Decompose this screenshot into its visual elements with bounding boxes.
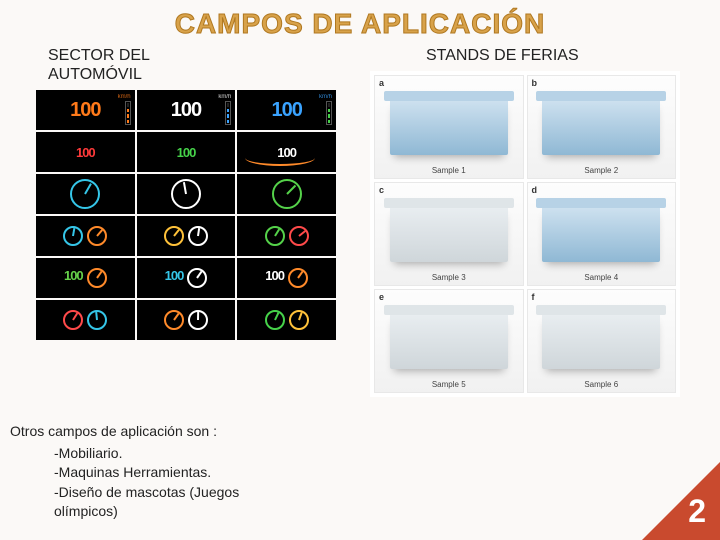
dashboard-cell: 1004 bbox=[36, 132, 135, 172]
dashboard-cell: 100km/h1 bbox=[36, 90, 135, 130]
right-column: STANDS DE FERIAS aSample 1bSample 2cSamp… bbox=[366, 40, 712, 397]
dashboard-cell: 18 bbox=[237, 300, 336, 340]
dashboard-cell: 10 bbox=[36, 216, 135, 256]
notes-block: Otros campos de aplicación son : -Mobili… bbox=[10, 422, 239, 522]
right-heading: STANDS DE FERIAS bbox=[426, 46, 712, 65]
dashboard-cell: 11 bbox=[137, 216, 236, 256]
dashboard-cell: 17 bbox=[137, 300, 236, 340]
dashboard-cell: 16 bbox=[36, 300, 135, 340]
dashboard-grid: 100km/h1100km/h2100km/h31004100510067891… bbox=[36, 90, 336, 340]
notes-intro: Otros campos de aplicación son : bbox=[10, 422, 239, 442]
page-title: CAMPOS DE APLICACIÓN bbox=[0, 0, 720, 40]
dashboard-cell: 10014 bbox=[137, 258, 236, 298]
left-heading-l1: SECTOR DEL bbox=[48, 47, 150, 64]
page-number: 2 bbox=[688, 493, 706, 530]
left-heading: SECTOR DEL AUTOMÓVIL bbox=[48, 46, 354, 84]
columns: SECTOR DEL AUTOMÓVIL 100km/h1100km/h2100… bbox=[0, 40, 720, 397]
notes-item: -Mobiliario. bbox=[54, 444, 239, 464]
stand-cell: dSample 4 bbox=[527, 182, 677, 286]
stand-cell: eSample 5 bbox=[374, 289, 524, 393]
notes-item: -Diseño de mascotas (Juegos bbox=[54, 483, 239, 503]
dashboard-cell: 10013 bbox=[36, 258, 135, 298]
left-column: SECTOR DEL AUTOMÓVIL 100km/h1100km/h2100… bbox=[8, 40, 354, 397]
notes-item: olímpicos) bbox=[54, 502, 239, 522]
dashboard-cell: 1005 bbox=[137, 132, 236, 172]
page-badge: 2 bbox=[642, 462, 720, 540]
stand-cell: aSample 1 bbox=[374, 75, 524, 179]
badge-triangle bbox=[642, 462, 720, 540]
dashboard-cell: 9 bbox=[237, 174, 336, 214]
dashboard-cell: 1006 bbox=[237, 132, 336, 172]
stand-cell: cSample 3 bbox=[374, 182, 524, 286]
dashboard-cell: 10015 bbox=[237, 258, 336, 298]
stand-cell: fSample 6 bbox=[527, 289, 677, 393]
dashboard-cell: 8 bbox=[137, 174, 236, 214]
stands-grid: aSample 1bSample 2cSample 3dSample 4eSam… bbox=[370, 71, 680, 397]
dashboard-cell: 100km/h2 bbox=[137, 90, 236, 130]
notes-item: -Maquinas Herramientas. bbox=[54, 463, 239, 483]
dashboard-cell: 100km/h3 bbox=[237, 90, 336, 130]
stand-cell: bSample 2 bbox=[527, 75, 677, 179]
left-heading-l2: AUTOMÓVIL bbox=[48, 66, 142, 83]
dashboard-cell: 7 bbox=[36, 174, 135, 214]
dashboard-cell: 12 bbox=[237, 216, 336, 256]
